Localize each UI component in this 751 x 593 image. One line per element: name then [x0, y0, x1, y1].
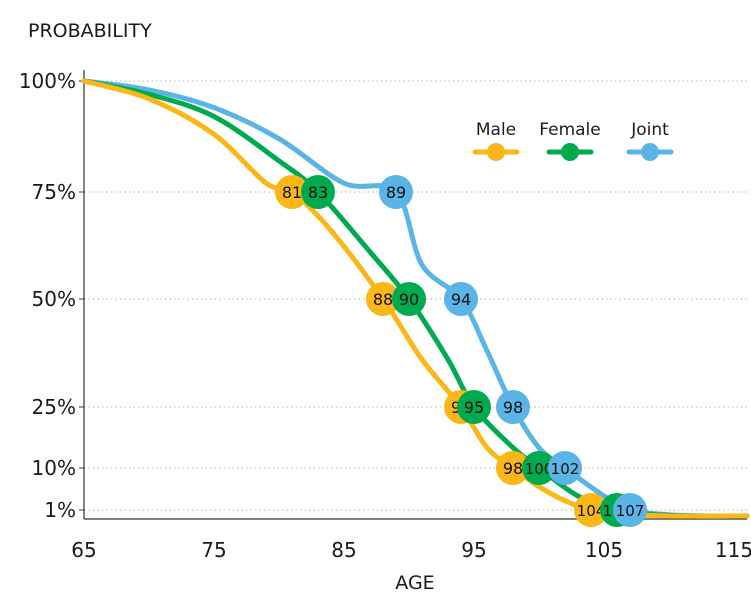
x-tick-label: 75 — [201, 538, 226, 562]
y-tick-label: 50% — [32, 287, 76, 311]
legend-swatch-dot — [641, 143, 659, 161]
x-tick-label: 65 — [71, 538, 96, 562]
legend: Male Female Joint — [472, 120, 674, 161]
point-label: 100 — [525, 460, 554, 478]
markers: 81889498104839095100106899498102107 — [275, 175, 647, 527]
point-label: 89 — [386, 183, 406, 202]
point-label: 107 — [616, 502, 645, 520]
x-tick-label: 115 — [715, 538, 751, 562]
point-marker-male — [496, 451, 530, 485]
legend-swatch-dot — [561, 143, 579, 161]
x-tick-label: 105 — [585, 538, 623, 562]
point-label: 81 — [282, 183, 302, 202]
point-marker-female — [392, 282, 426, 316]
point-marker-joint — [444, 282, 478, 316]
y-tick-label: 100% — [19, 69, 76, 93]
point-marker-joint — [379, 175, 413, 209]
x-tick-label: 95 — [461, 538, 486, 562]
point-marker-female — [457, 390, 491, 424]
y-axis-title: PROBABILITY — [28, 20, 152, 42]
point-label: 90 — [399, 290, 419, 309]
axes: 100% 75% 50% 25% 10% 1% 65 75 85 95 105 115 PROBABIL… — [19, 20, 751, 593]
point-marker-joint — [613, 493, 647, 527]
point-marker-joint — [496, 390, 530, 424]
point-marker-male — [275, 175, 309, 209]
legend-label-male: Male — [476, 120, 516, 140]
y-tick-label: 75% — [32, 180, 76, 204]
point-label: 95 — [464, 398, 484, 417]
point-label: 94 — [451, 290, 471, 309]
point-label: 104 — [577, 502, 606, 520]
point-marker-male — [574, 493, 608, 527]
point-marker-female — [301, 175, 335, 209]
point-marker-female — [522, 451, 556, 485]
legend-label-female: Female — [539, 120, 600, 140]
y-tick-label: 25% — [32, 395, 76, 419]
point-marker-male — [366, 282, 400, 316]
point-label: 98 — [503, 459, 523, 478]
y-tick-label: 10% — [32, 456, 76, 480]
point-label: 102 — [551, 460, 580, 478]
y-tick-label: 1% — [44, 498, 76, 522]
point-label: 83 — [308, 183, 328, 202]
x-axis-title: AGE — [395, 572, 434, 593]
x-tick-label: 85 — [331, 538, 356, 562]
point-label: 88 — [373, 290, 393, 309]
legend-label-joint: Joint — [630, 120, 669, 140]
point-label: 98 — [503, 398, 523, 417]
legend-swatch-dot — [487, 143, 505, 161]
point-marker-joint — [548, 451, 582, 485]
